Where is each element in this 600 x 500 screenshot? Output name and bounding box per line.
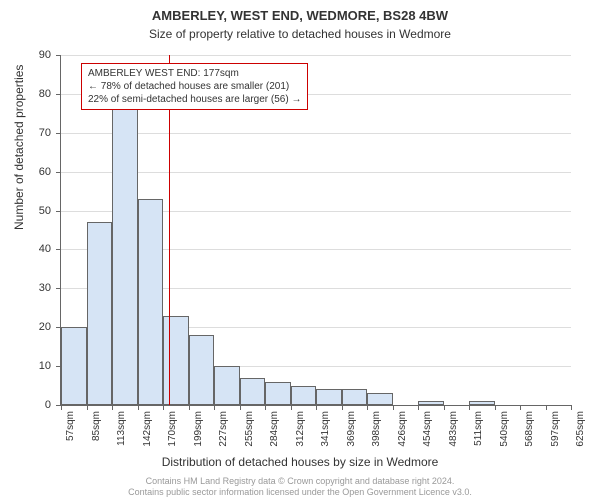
- x-tick: [214, 405, 215, 410]
- y-tick-label: 30: [21, 282, 51, 294]
- x-tick: [87, 405, 88, 410]
- x-tick-label: 597sqm: [550, 411, 561, 447]
- histogram-bar: [291, 386, 317, 405]
- x-tick: [546, 405, 547, 410]
- x-tick: [444, 405, 445, 410]
- x-tick: [520, 405, 521, 410]
- x-tick-label: 227sqm: [218, 411, 229, 447]
- footer-line-1: Contains HM Land Registry data © Crown c…: [0, 476, 600, 487]
- histogram-bar: [87, 222, 113, 405]
- x-tick-label: 511sqm: [473, 411, 484, 446]
- x-tick: [240, 405, 241, 410]
- x-tick-label: 454sqm: [422, 411, 433, 447]
- annotation-box: AMBERLEY WEST END: 177sqm← 78% of detach…: [81, 63, 308, 110]
- x-tick-label: 85sqm: [91, 411, 102, 441]
- x-tick-label: 284sqm: [269, 411, 280, 447]
- histogram-bar: [189, 335, 215, 405]
- y-tick-label: 80: [21, 88, 51, 100]
- y-tick: [56, 288, 61, 289]
- x-tick-label: 398sqm: [371, 411, 382, 447]
- x-tick: [342, 405, 343, 410]
- histogram-bar: [61, 327, 87, 405]
- x-tick: [393, 405, 394, 410]
- x-tick-label: 57sqm: [65, 411, 76, 441]
- x-tick-label: 369sqm: [346, 411, 357, 447]
- x-tick-label: 341sqm: [320, 411, 331, 447]
- x-tick-label: 540sqm: [499, 411, 510, 447]
- y-tick-label: 20: [21, 321, 51, 333]
- y-tick: [56, 133, 61, 134]
- chart-title: AMBERLEY, WEST END, WEDMORE, BS28 4BW: [0, 0, 600, 25]
- x-tick-label: 170sqm: [167, 411, 178, 447]
- grid-line: [61, 172, 571, 173]
- x-tick: [163, 405, 164, 410]
- y-tick-label: 40: [21, 243, 51, 255]
- x-tick: [112, 405, 113, 410]
- x-tick: [138, 405, 139, 410]
- y-tick: [56, 94, 61, 95]
- chart-subtitle: Size of property relative to detached ho…: [0, 25, 600, 41]
- grid-line: [61, 133, 571, 134]
- histogram-bar: [112, 102, 138, 405]
- annotation-line: ← 78% of detached houses are smaller (20…: [88, 80, 301, 93]
- x-tick-label: 142sqm: [142, 411, 153, 447]
- x-tick-label: 255sqm: [244, 411, 255, 447]
- footer-line-2: Contains public sector information licen…: [0, 487, 600, 498]
- annotation-line: 22% of semi-detached houses are larger (…: [88, 93, 301, 106]
- y-tick: [56, 211, 61, 212]
- x-tick-label: 426sqm: [397, 411, 408, 447]
- x-axis-label: Distribution of detached houses by size …: [0, 455, 600, 469]
- y-tick-label: 50: [21, 205, 51, 217]
- y-tick-label: 60: [21, 166, 51, 178]
- histogram-bar: [214, 366, 240, 405]
- histogram-bar: [163, 316, 189, 405]
- x-tick: [61, 405, 62, 410]
- y-tick: [56, 55, 61, 56]
- x-tick-label: 483sqm: [448, 411, 459, 447]
- x-tick-label: 568sqm: [524, 411, 535, 447]
- histogram-bar: [469, 401, 495, 405]
- x-tick: [189, 405, 190, 410]
- grid-line: [61, 55, 571, 56]
- histogram-bar: [138, 199, 164, 405]
- x-tick: [265, 405, 266, 410]
- annotation-line: AMBERLEY WEST END: 177sqm: [88, 67, 301, 80]
- y-tick-label: 70: [21, 127, 51, 139]
- x-tick: [367, 405, 368, 410]
- histogram-bar: [342, 389, 368, 405]
- y-tick-label: 90: [21, 49, 51, 61]
- x-tick: [571, 405, 572, 410]
- x-tick: [316, 405, 317, 410]
- x-tick-label: 625sqm: [575, 411, 586, 447]
- histogram-bar: [418, 401, 444, 405]
- x-tick: [291, 405, 292, 410]
- x-tick-label: 312sqm: [295, 411, 306, 447]
- histogram-bar: [240, 378, 266, 405]
- y-tick: [56, 249, 61, 250]
- x-tick: [469, 405, 470, 410]
- y-tick-label: 10: [21, 360, 51, 372]
- histogram-bar: [316, 389, 342, 405]
- histogram-bar: [367, 393, 393, 405]
- x-tick: [495, 405, 496, 410]
- x-tick: [418, 405, 419, 410]
- y-tick-label: 0: [21, 399, 51, 411]
- plot-area: 010203040506070809057sqm85sqm113sqm142sq…: [60, 55, 570, 405]
- footer-attribution: Contains HM Land Registry data © Crown c…: [0, 476, 600, 498]
- histogram-bar: [265, 382, 291, 405]
- x-tick-label: 199sqm: [193, 411, 204, 447]
- x-tick-label: 113sqm: [116, 411, 127, 446]
- y-tick: [56, 172, 61, 173]
- chart-container: AMBERLEY, WEST END, WEDMORE, BS28 4BW Si…: [0, 0, 600, 500]
